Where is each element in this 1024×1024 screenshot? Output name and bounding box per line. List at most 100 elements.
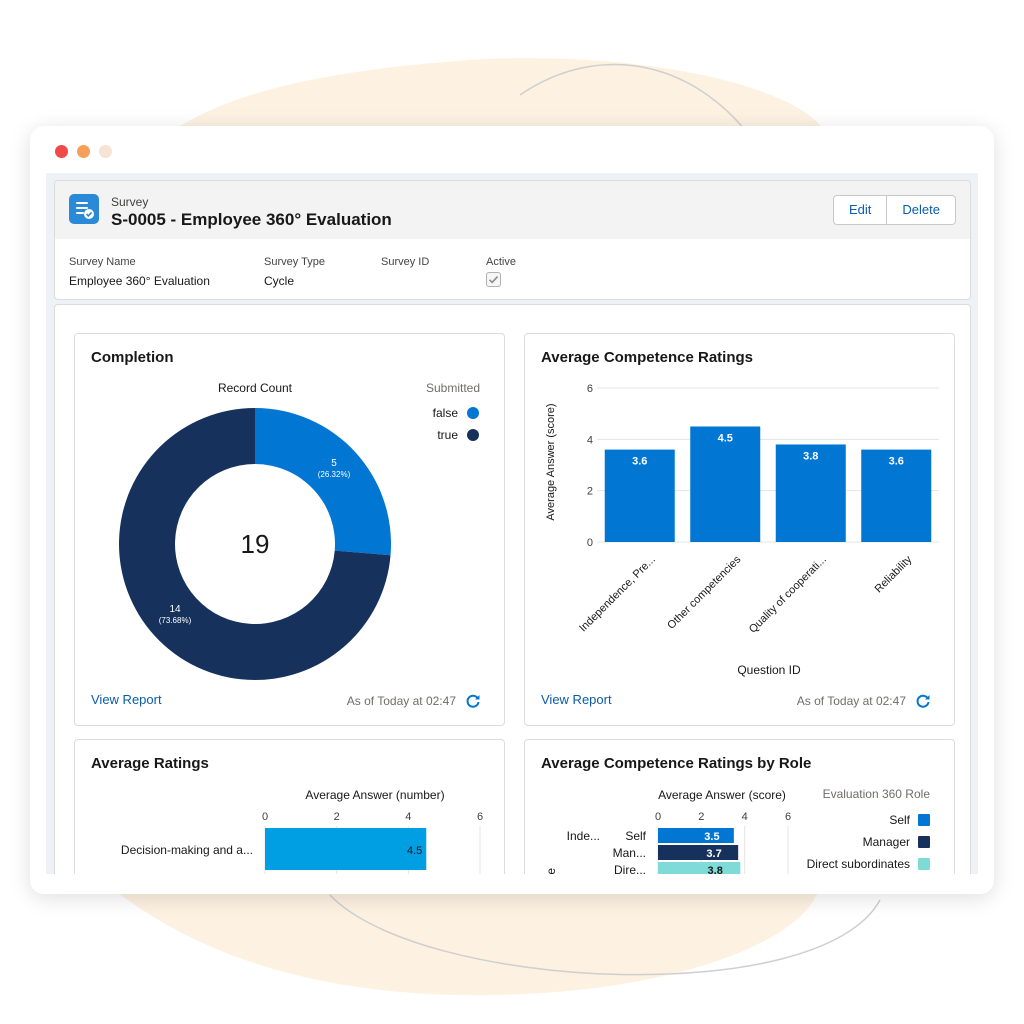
bar[interactable] (658, 862, 741, 877)
as-of-timestamp: As of Today at 02:47 (346, 694, 456, 708)
refresh-icon[interactable] (462, 690, 484, 712)
field-label: Survey Type (264, 256, 325, 268)
x-tick-label: 2 (698, 811, 704, 823)
dashboard: Completion Record Count Submitted false … (54, 304, 971, 894)
field-label: Survey ID (381, 256, 430, 268)
x-tick-label: Reliability (873, 553, 915, 595)
field-label: Survey Name (69, 256, 136, 268)
survey-icon (69, 194, 99, 224)
active-checkbox[interactable] (486, 272, 501, 287)
bar-value-label: 3.7 (706, 848, 721, 860)
legend-swatch (918, 836, 930, 848)
ratings-panel: Average Ratings Average Answer (number) … (74, 739, 505, 894)
background-curve (519, 63, 761, 151)
chart-title: Record Count (218, 381, 293, 395)
ratings-bar-chart: Average Answer (number) 0 2 4 6 4.5 Decisio… (121, 788, 483, 894)
row-label: Decision-making and a... (121, 843, 253, 857)
legend-swatch (918, 814, 930, 826)
record-type-label: Survey (111, 195, 149, 209)
x-tick-label: Independence, Pre... (577, 554, 658, 635)
delete-button[interactable]: Delete (887, 195, 956, 225)
y-tick-label: 6 (587, 383, 593, 395)
row-label: Man... (613, 846, 646, 860)
legend-title: Evaluation 360 Role (823, 787, 931, 801)
by-role-panel: Average Competence Ratings by Role Avera… (524, 739, 955, 894)
slice-label-false: 5 (331, 458, 337, 469)
x-tick-label: Quality of cooperati... (747, 554, 829, 636)
bar[interactable] (265, 828, 427, 870)
by-role-bar-chart: Average Answer (score) 0 2 4 6 3.5 Self 3.7 Ma… (544, 787, 931, 894)
donut-center-total: 19 (241, 529, 270, 559)
record-title: S-0005 - Employee 360° Evaluation (111, 210, 392, 229)
legend-title: Submitted (426, 381, 480, 395)
panel-title: Average Ratings (91, 755, 209, 772)
bar[interactable] (658, 828, 734, 843)
bar[interactable] (690, 426, 761, 543)
record-header-card: Survey S-0005 - Employee 360° Evaluation… (54, 180, 971, 300)
x-axis-title: Question ID (737, 663, 801, 677)
field-survey-type: Survey Type Cycle (264, 256, 325, 288)
field-value: Cycle (264, 274, 295, 288)
window-maximize-dot[interactable] (99, 145, 112, 158)
bar-value-label: 3.6 (889, 456, 904, 468)
edit-button[interactable]: Edit (833, 195, 888, 225)
slice-label-true: 14 (169, 604, 181, 615)
bar-value-label: 4.5 (718, 433, 733, 445)
row-label: Self (625, 829, 646, 843)
legend-label-false: false (433, 406, 459, 420)
field-active: Active (486, 256, 516, 287)
refresh-icon[interactable] (912, 690, 934, 712)
panel-title: Completion (91, 349, 174, 366)
view-report-link[interactable]: View Report (91, 692, 162, 707)
competence-bar-chart: 0 2 4 6 3.6 4.5 3.8 3.6 Independence, Pre... Ot… (545, 383, 939, 677)
slice-pct-false: (26.32%) (318, 470, 351, 479)
record-actions: Edit Delete (833, 195, 956, 225)
bar[interactable] (658, 845, 739, 860)
x-tick-label: 6 (785, 811, 791, 823)
panel-title: Average Competence Ratings by Role (541, 755, 812, 772)
view-report-link[interactable]: View Report (541, 692, 612, 707)
legend-label-true: true (437, 428, 458, 442)
window-close-dot[interactable] (55, 145, 68, 158)
background-curve-bottom (329, 894, 881, 976)
y-tick-label: 2 (587, 486, 593, 498)
bar-value-label: 3.5 (704, 831, 719, 843)
as-of-timestamp: As of Today at 02:47 (796, 694, 906, 708)
legend-swatch-true (467, 429, 479, 441)
bar[interactable] (861, 449, 932, 542)
legend-label: Direct subordinates (807, 857, 910, 871)
field-survey-id: Survey ID (381, 256, 429, 274)
field-label: Active (486, 256, 516, 268)
panel-title: Average Competence Ratings (541, 349, 754, 366)
donut-slice-true[interactable] (119, 408, 391, 680)
x-tick-label: 2 (334, 811, 340, 823)
y-tick-label: 4 (587, 434, 593, 446)
bar-value-label: 3.8 (803, 450, 818, 462)
completion-panel: Completion Record Count Submitted false … (74, 333, 505, 726)
bar-value-label: 3.6 (632, 456, 647, 468)
bar-value-label: 4.5 (407, 845, 422, 857)
x-tick-label: 0 (262, 811, 268, 823)
competence-panel: Average Competence Ratings 0 2 4 6 3.6 4.5 3.… (524, 333, 955, 726)
record-header: Survey S-0005 - Employee 360° Evaluation… (55, 181, 970, 239)
completion-donut-chart: Record Count Submitted false true 19 5 (… (119, 381, 480, 680)
x-tick-label: 0 (655, 811, 661, 823)
checkmark-icon (488, 276, 499, 284)
field-survey-name: Survey Name Employee 360° Evaluation (69, 256, 210, 288)
field-value: Employee 360° Evaluation (69, 274, 210, 288)
x-tick-label: 4 (742, 811, 748, 823)
legend-swatch (918, 858, 930, 870)
legend-label: Self (889, 813, 910, 827)
y-tick-label: 0 (587, 537, 593, 549)
donut-slice-false[interactable] (255, 408, 391, 556)
bar[interactable] (604, 449, 675, 542)
x-tick-label: 6 (477, 811, 483, 823)
bar[interactable] (775, 444, 846, 542)
browser-window: Survey S-0005 - Employee 360° Evaluation… (30, 126, 994, 894)
x-axis-title: Average Answer (number) (305, 788, 444, 802)
x-tick-label: Other competencies (665, 553, 743, 631)
legend-label: Manager (863, 835, 910, 849)
x-tick-label: 4 (405, 811, 411, 823)
x-axis-title: Average Answer (score) (658, 788, 786, 802)
window-minimize-dot[interactable] (77, 145, 90, 158)
